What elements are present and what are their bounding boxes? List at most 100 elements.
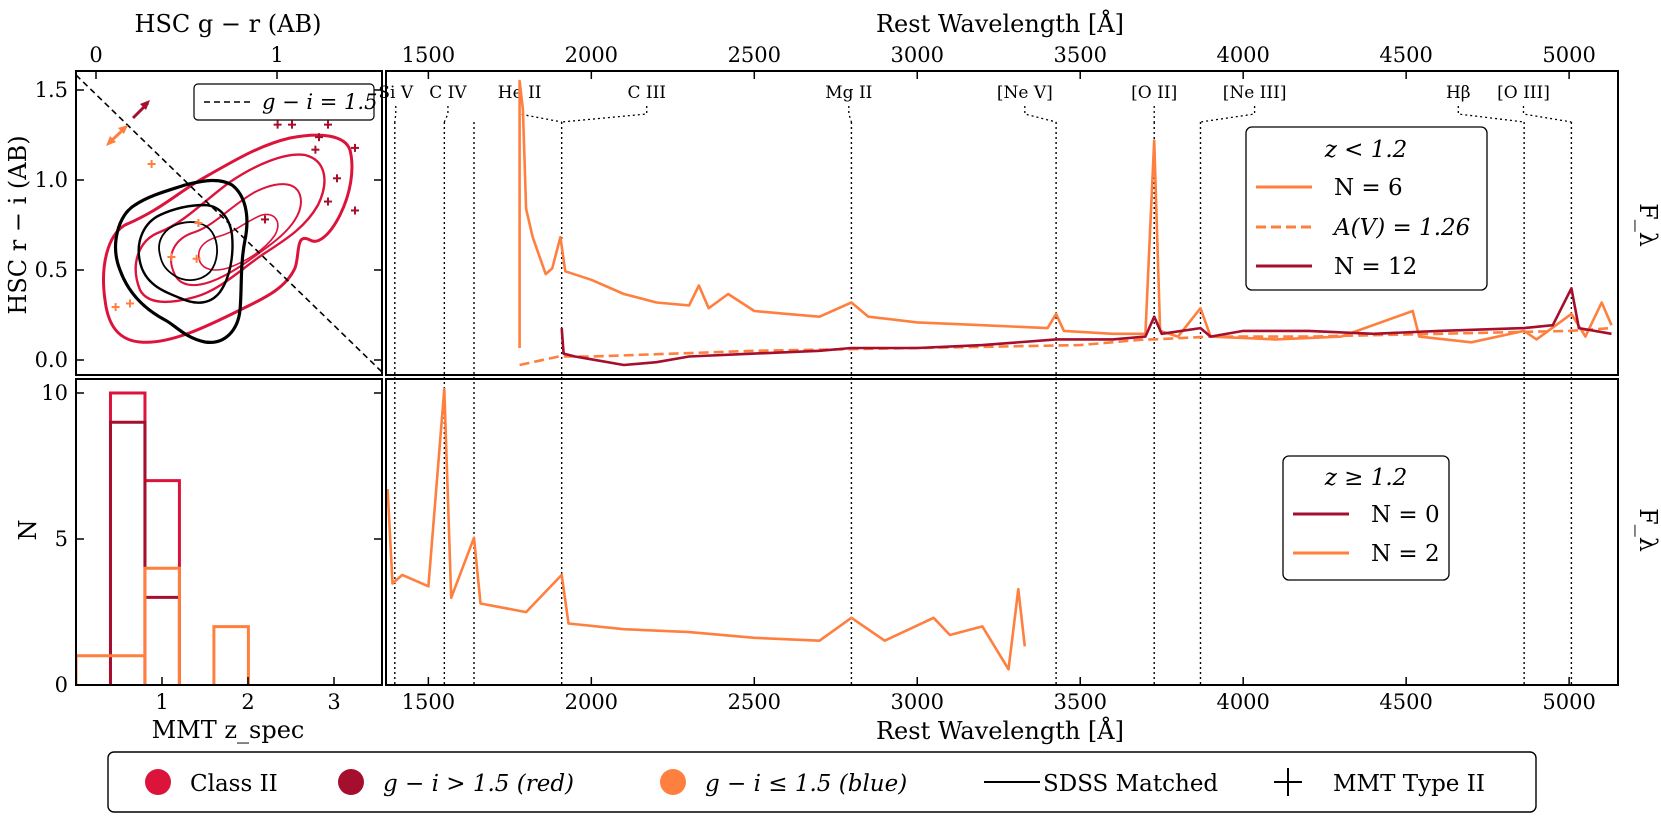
histogram-bars xyxy=(76,391,250,685)
mmt-point-red-11 xyxy=(324,197,332,206)
histogram-frame xyxy=(75,378,383,686)
mmt-point-red-2 xyxy=(324,120,332,129)
spectrum-high-z-frame xyxy=(385,378,1619,686)
mmt-point-blue-5 xyxy=(111,303,120,312)
high-z-legend: z ≥ 1.2 N = 0 N = 2 xyxy=(1282,455,1450,581)
low-z-legend-av: A(V) = 1.26 xyxy=(1332,215,1470,241)
sp2-xticks-label-4: 3500 xyxy=(1053,690,1106,714)
high-z-legend-n0: N = 0 xyxy=(1371,502,1440,528)
hist-ytick-1: 5 xyxy=(55,527,68,551)
histogram-xlabel: MMT z_spec xyxy=(152,716,305,744)
hist-xtick-1: 2 xyxy=(241,690,254,714)
legend-blue-marker xyxy=(660,769,686,795)
low-z-legend-title: z < 1.2 xyxy=(1324,137,1408,163)
hist-ytick-2: 10 xyxy=(41,381,68,405)
cut-line-label: g − i = 1.5 xyxy=(262,90,377,114)
spectrum-low-z-frame xyxy=(385,70,1619,376)
sdss-contour-outer xyxy=(114,178,249,344)
sp2-xticks-label-2: 2500 xyxy=(728,690,781,714)
sdss-contour-inner xyxy=(158,221,218,281)
emission-label-1: C IV xyxy=(429,83,467,103)
emission-connector-5 xyxy=(848,106,853,123)
cc-xtick-0: 0 xyxy=(89,43,102,67)
hist-ytick-0: 0 xyxy=(55,673,68,697)
sp2-xticks-label-1: 2000 xyxy=(565,690,618,714)
high-z-legend-n2: N = 2 xyxy=(1371,541,1440,567)
spectrum-low-z-ylabel: F_λ xyxy=(1634,203,1661,247)
mmt-point-blue-3 xyxy=(192,254,201,263)
hist-xtick-2: 3 xyxy=(327,690,340,714)
mmt-point-red-4 xyxy=(311,145,320,154)
mmt-point-red-0 xyxy=(273,120,282,129)
legend-class2-label: Class II xyxy=(190,771,278,797)
mmt-point-blue-4 xyxy=(126,299,134,308)
legend-blue-label: g − i ≤ 1.5 (blue) xyxy=(705,771,907,797)
low-z-legend-n12: N = 12 xyxy=(1334,254,1417,280)
cc-tick-marks xyxy=(76,71,382,361)
legend-red-marker xyxy=(338,769,364,795)
spectrum-sp1-series-1 xyxy=(519,326,1612,367)
histogram-ylabel: N xyxy=(14,520,42,541)
mmt-point-red-7 xyxy=(383,162,391,170)
sp1-xticks-label-2: 2500 xyxy=(728,43,781,67)
emission-connector-10 xyxy=(1522,106,1572,123)
mmt-point-red-1 xyxy=(288,120,296,129)
emission-connector-3 xyxy=(518,106,562,123)
cc-ytick-1: 0.5 xyxy=(35,258,68,282)
spectrum-high-z-series xyxy=(386,387,1027,671)
mmt-point-red-9 xyxy=(333,174,341,183)
mmt-point-red-8 xyxy=(392,165,400,173)
mmt-point-blue-1 xyxy=(194,219,203,227)
spectrum-top-xlabel: Rest Wavelength [Å] xyxy=(876,9,1124,38)
gi-cut-line xyxy=(76,74,382,373)
legend-mmt-marker xyxy=(1274,768,1302,796)
hist-series-2 xyxy=(76,566,250,685)
emission-label-5: Mg II xyxy=(825,83,872,103)
redshift-histogram-panel: 0 5 10 1 2 3 N MMT z_spec xyxy=(14,378,383,744)
spectrum-bottom-xlabel: Rest Wavelength [Å] xyxy=(876,716,1124,745)
class2-contour-core xyxy=(198,213,279,271)
contours xyxy=(76,74,422,373)
spectrum-bottom-xticks: 1500 2000 2500 3000 3500 4000 4500 5000 xyxy=(402,677,1596,714)
cc-xtick-1: 1 xyxy=(270,43,283,67)
color-color-frame xyxy=(75,70,383,376)
low-z-legend: z < 1.2 N = 6 A(V) = 1.26 N = 12 xyxy=(1245,126,1488,291)
spectrum-sp2-series-0 xyxy=(386,387,1027,671)
hist-xtick-0: 1 xyxy=(155,690,168,714)
emission-connector-0 xyxy=(394,106,397,123)
sp2-xticks-label-6: 4500 xyxy=(1379,690,1432,714)
sp1-xticks-label-7: 5000 xyxy=(1542,43,1595,67)
mmt-type2-points xyxy=(111,120,422,312)
sp1-xticks-label-3: 3000 xyxy=(891,43,944,67)
legend-sdss-label: SDSS Matched xyxy=(1043,771,1218,797)
cc-ytick-2: 1.0 xyxy=(35,168,68,192)
emission-label-6: [Ne V] xyxy=(997,83,1053,103)
mmt-point-blue-0 xyxy=(147,159,156,168)
cut-line-legend: g − i = 1.5 xyxy=(193,83,377,121)
bottom-legend: Class II g − i > 1.5 (red) g − i ≤ 1.5 (… xyxy=(107,751,1537,813)
emission-label-8: [Ne III] xyxy=(1223,83,1287,103)
mmt-point-red-3 xyxy=(315,133,323,142)
high-z-legend-title: z ≥ 1.2 xyxy=(1324,465,1408,491)
sp1-xticks-label-5: 4000 xyxy=(1216,43,1269,67)
legend-mmt-label: MMT Type II xyxy=(1333,771,1485,797)
mmt-point-red-10 xyxy=(414,187,422,195)
emission-connector-8 xyxy=(1200,106,1256,123)
blue-direction-arrow xyxy=(106,125,128,146)
emission-label-0: Si V xyxy=(378,83,413,103)
bottom-legend-box xyxy=(107,751,1537,813)
mmt-point-red-6 xyxy=(387,142,395,150)
legend-red-label: g − i > 1.5 (red) xyxy=(383,771,574,797)
class2-contour-outer xyxy=(102,133,354,344)
emission-connector-4 xyxy=(561,106,648,123)
sp1-xticks-label-6: 4500 xyxy=(1379,43,1432,67)
emission-connector-1 xyxy=(443,106,449,123)
cc-ytick-0: 0.0 xyxy=(35,348,68,372)
low-z-legend-n6: N = 6 xyxy=(1334,175,1403,201)
sp2-xticks-label-3: 3000 xyxy=(891,690,944,714)
mmt-point-red-5 xyxy=(351,143,359,152)
emission-label-7: [O II] xyxy=(1131,83,1177,103)
color-color-ylabel: HSC r − i (AB) xyxy=(4,135,32,314)
sp1-xticks-label-4: 3500 xyxy=(1053,43,1106,67)
